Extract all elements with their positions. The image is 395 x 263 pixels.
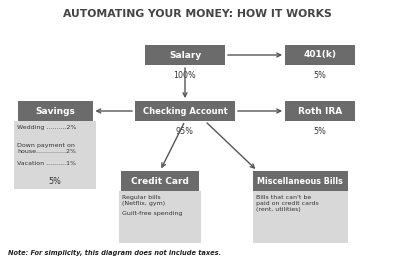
Bar — [135, 101, 235, 121]
Bar — [252, 191, 348, 243]
Text: Credit Card: Credit Card — [131, 176, 189, 185]
Text: Checking Account: Checking Account — [143, 107, 228, 115]
Text: Note: For simplicity, this diagram does not include taxes.: Note: For simplicity, this diagram does … — [8, 250, 221, 256]
Text: Savings: Savings — [35, 107, 75, 115]
Text: Miscellaneous Bills: Miscellaneous Bills — [257, 176, 343, 185]
Bar — [14, 121, 96, 189]
Bar — [145, 45, 225, 65]
Text: Vacation ..........1%: Vacation ..........1% — [17, 161, 76, 166]
Text: 100%: 100% — [174, 70, 196, 79]
Text: Down payment on
house...............2%: Down payment on house...............2% — [17, 143, 76, 154]
Bar — [285, 101, 355, 121]
Text: Bills that can't be
paid on credit cards
(rent, utilities): Bills that can't be paid on credit cards… — [256, 195, 318, 212]
Bar — [119, 191, 201, 243]
Text: 401(k): 401(k) — [303, 50, 337, 59]
Text: 95%: 95% — [176, 127, 194, 135]
Bar — [121, 171, 199, 191]
Text: Guilt-free spending: Guilt-free spending — [122, 211, 182, 216]
Bar — [17, 101, 92, 121]
Bar — [285, 45, 355, 65]
Text: Salary: Salary — [169, 50, 201, 59]
Text: Wedding ..........2%: Wedding ..........2% — [17, 125, 76, 130]
Text: 5%: 5% — [49, 176, 62, 185]
Text: 5%: 5% — [314, 127, 326, 135]
Bar — [252, 171, 348, 191]
Text: Regular bills
(Netflix, gym): Regular bills (Netflix, gym) — [122, 195, 165, 206]
Text: AUTOMATING YOUR MONEY: HOW IT WORKS: AUTOMATING YOUR MONEY: HOW IT WORKS — [63, 9, 331, 19]
Text: 5%: 5% — [314, 70, 326, 79]
Text: Roth IRA: Roth IRA — [298, 107, 342, 115]
